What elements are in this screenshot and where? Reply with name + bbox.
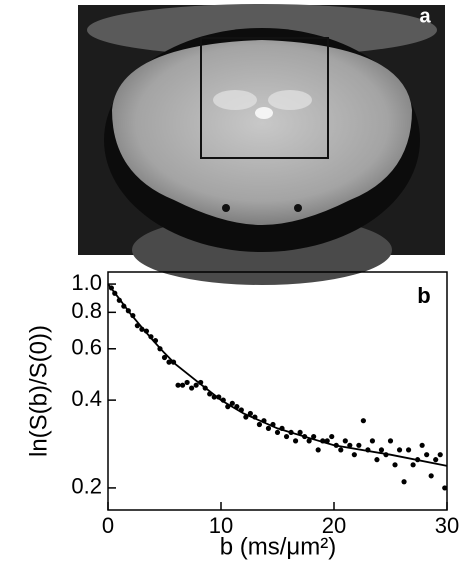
data-point [297,429,303,436]
data-point [311,433,317,440]
data-point [410,462,416,468]
data-point [351,452,357,458]
mri-image: a [78,4,445,285]
data-point [329,433,335,440]
data-point [428,473,434,479]
data-point [193,382,199,388]
data-point [161,354,168,361]
data-point [396,447,403,453]
y-tick-label: 0.6 [71,335,102,360]
data-point [166,359,172,365]
data-point [315,447,321,453]
data-point [374,457,380,463]
data-point [424,452,430,458]
data-point [247,410,253,417]
data-point [442,485,448,491]
x-axis-label: b (ms/μm²) [220,533,336,560]
data-point [184,379,190,386]
data-point [189,385,195,391]
data-point [256,421,263,428]
data-point [338,447,344,453]
data-point [369,438,376,444]
x-tick-label: 10 [209,513,233,538]
data-point [347,442,353,448]
data-point [405,447,412,453]
x-tick-label: 0 [102,513,114,538]
data-point [229,400,235,406]
data-point [378,447,385,453]
y-axis-label: ln(S(b)/S(0)) [25,325,52,457]
data-point [387,438,394,444]
y-tick-label: 0.8 [71,298,102,323]
x-tick-label: 20 [322,513,346,538]
fit-line [107,283,448,467]
plot-frame [107,271,448,511]
y-tick-label: 1.0 [71,270,102,295]
data-point [274,429,281,436]
data-point [392,462,398,468]
data-point [360,418,366,424]
panel-label: b [417,283,430,308]
data-point [419,442,425,448]
data-point [306,438,312,444]
data-point [401,479,407,485]
data-point [175,382,181,388]
y-tick-label: 0.4 [71,386,102,411]
x-tick-label: 30 [435,513,459,538]
y-tick-label: 0.2 [71,474,102,499]
data-point [292,438,299,444]
data-point [437,452,443,458]
data-point [433,457,439,463]
data-point [283,433,290,440]
data-point [356,442,362,448]
data-point [265,425,272,431]
data-point [342,438,348,444]
panel-label: a [419,5,431,27]
data-point [179,382,186,388]
